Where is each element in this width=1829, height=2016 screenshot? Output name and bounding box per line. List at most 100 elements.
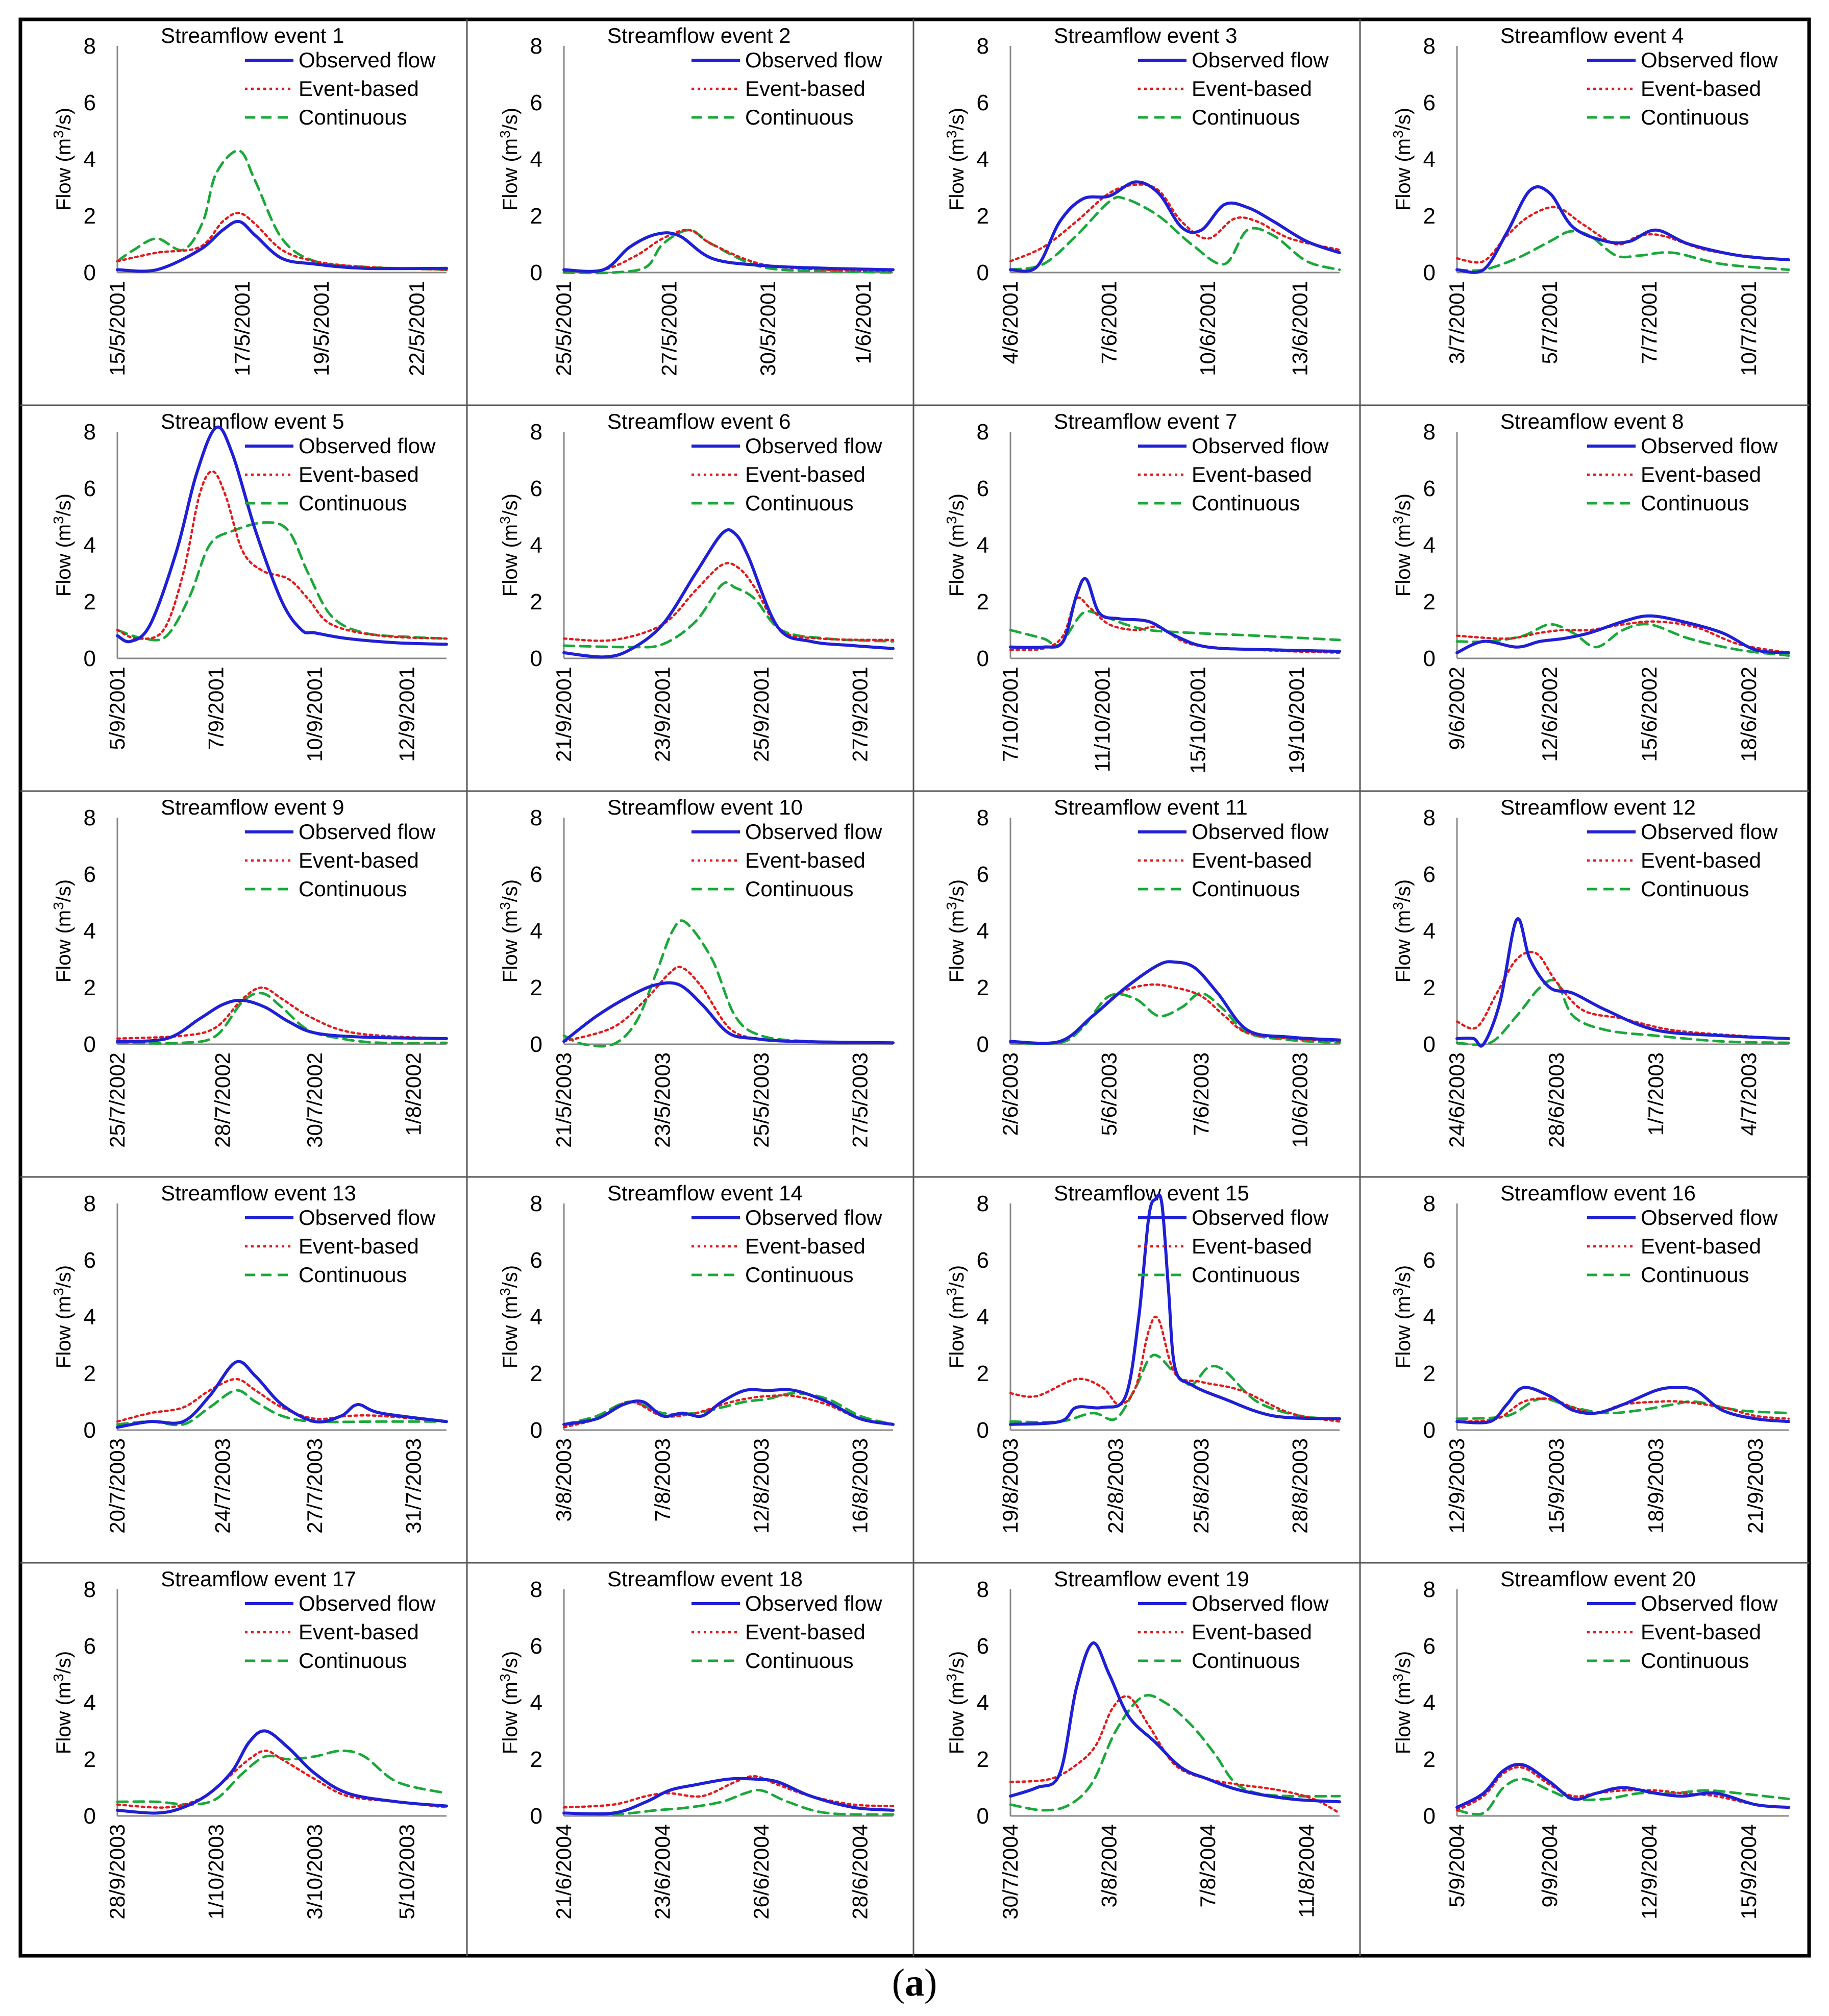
chart-title: Streamflow event 1 [161,23,344,47]
series-line-continuous [1009,1354,1341,1424]
legend-label-observed: Observed flow [1641,434,1778,458]
chart-panel-2: 0 2 4 6 8 Flow (m3/s) 25/5/2001 27/5/2001 30/5/2… [497,23,895,376]
series-line-continuous [1009,195,1341,271]
chart-panel-4: 0 2 4 6 8 Flow (m3/s) 3/7/2001 5/7/2001 7/7/2001… [1390,23,1790,376]
y-tick-label: 6 [1423,1248,1436,1273]
legend-label-continuous: Continuous [1192,1649,1300,1673]
legend-label-continuous: Continuous [1192,877,1300,901]
chart-panel-18: 0 2 4 6 8 Flow (m3/s) 21/6/2004 23/6/2004 26/6/2… [497,1567,895,1920]
series-line-observed [1455,1762,1790,1809]
y-tick-label: 6 [530,90,542,115]
legend-label-observed: Observed flow [1641,1206,1778,1230]
x-tick-label: 13/6/2001 [1288,281,1312,376]
y-tick-label: 8 [977,34,989,59]
x-tick-label: 27/9/2001 [848,667,872,762]
chart-panel-5: 0 2 4 6 8 Flow (m3/s) 5/9/2001 7/9/2001 10/9/200… [51,409,448,762]
x-tick-label: 5/9/2001 [105,667,129,750]
x-tick-label: 16/8/2003 [848,1438,872,1534]
legend-label-event: Event-based [1641,1620,1761,1644]
y-tick-label: 8 [1423,1577,1436,1602]
series-line-continuous [1009,610,1341,647]
y-tick-label: 4 [530,1690,542,1715]
legend-label-observed: Observed flow [1192,1591,1329,1615]
legend-label-event: Event-based [299,462,419,486]
legend-label-event: Event-based [299,77,419,101]
x-tick-label: 21/9/2003 [1743,1438,1767,1534]
chart-title: Streamflow event 2 [607,23,791,47]
legend-label-continuous: Continuous [299,1649,407,1673]
x-tick-label: 19/10/2001 [1284,667,1308,774]
y-tick-label: 4 [1423,1305,1436,1330]
legend-label-observed: Observed flow [745,434,882,458]
y-tick-label: 8 [84,1191,96,1216]
legend-label-continuous: Continuous [745,105,853,129]
x-tick-label: 12/9/2003 [1445,1438,1469,1534]
chart-panel-17: 0 2 4 6 8 Flow (m3/s) 28/9/2003 1/10/2003 3/10/2… [51,1567,448,1920]
x-tick-label: 15/9/2003 [1544,1438,1568,1534]
y-tick-label: 8 [977,420,989,445]
x-tick-label: 19/5/2001 [309,281,333,376]
y-tick-label: 2 [1423,975,1436,1000]
chart-title: Streamflow event 20 [1500,1567,1696,1591]
chart-title: Streamflow event 11 [1054,795,1248,819]
series-line-event [1009,1695,1341,1814]
y-tick-label: 4 [977,919,989,944]
series-line-continuous [116,521,448,642]
x-tick-label: 9/6/2002 [1445,667,1469,750]
x-tick-label: 3/8/2004 [1097,1824,1121,1908]
y-tick-label: 4 [977,533,989,558]
y-tick-label: 6 [530,476,542,501]
y-axis-label: Flow (m3/s) [944,1651,968,1754]
series-line-continuous [116,992,448,1045]
legend-label-event: Event-based [745,462,866,486]
y-axis-label: Flow (m3/s) [944,108,968,211]
x-tick-label: 1/8/2002 [402,1052,426,1136]
y-tick-label: 8 [530,1191,542,1216]
legend-label-event: Event-based [1192,77,1312,101]
y-tick-label: 4 [1423,1690,1436,1715]
y-tick-label: 4 [1423,919,1436,944]
x-tick-label: 11/8/2004 [1295,1824,1319,1918]
y-tick-label: 8 [530,420,542,445]
legend-label-observed: Observed flow [1641,820,1778,844]
x-tick-label: 31/7/2003 [402,1438,426,1534]
series-line-event [116,212,448,271]
y-tick-label: 2 [530,975,542,1000]
x-tick-label: 27/7/2003 [303,1438,327,1534]
x-tick-label: 18/9/2003 [1644,1438,1668,1534]
legend-label-event: Event-based [1641,848,1761,872]
y-tick-label: 8 [1423,420,1436,445]
y-tick-label: 0 [84,1032,96,1057]
y-axis-label: Flow (m3/s) [51,1265,75,1368]
chart-panel-12: 0 2 4 6 8 Flow (m3/s) 24/6/2003 28/6/2003 1/7/20… [1390,795,1790,1148]
x-tick-label: 20/7/2003 [105,1438,129,1534]
chart-panel-7: 0 2 4 6 8 Flow (m3/s) 7/10/2001 11/10/2001 15/10… [944,409,1341,774]
series-line-observed [562,231,895,273]
y-tick-label: 4 [84,147,96,172]
x-tick-label: 5/7/2001 [1538,281,1562,364]
chart-panel-13: 0 2 4 6 8 Flow (m3/s) 20/7/2003 24/7/2003 27/7/2… [51,1181,448,1534]
x-tick-label: 30/7/2002 [303,1052,327,1148]
x-tick-label: 28/7/2002 [210,1052,234,1148]
y-tick-label: 6 [1423,90,1436,115]
chart-panel-10: 0 2 4 6 8 Flow (m3/s) 21/5/2003 23/5/2003 25/5/2… [497,795,895,1148]
series-line-event [562,1775,895,1809]
y-axis-label: Flow (m3/s) [497,494,522,597]
y-axis-label: Flow (m3/s) [944,1265,968,1368]
y-tick-label: 8 [84,34,96,59]
series-line-continuous [1455,230,1790,272]
y-tick-label: 6 [1423,476,1436,501]
x-tick-label: 30/7/2004 [998,1824,1022,1920]
y-tick-label: 4 [977,1690,989,1715]
legend-label-continuous: Continuous [745,491,853,515]
legend-label-event: Event-based [299,1620,419,1644]
x-tick-label: 4/6/2001 [998,281,1022,364]
x-tick-label: 12/8/2003 [749,1438,773,1534]
y-tick-label: 0 [84,1804,96,1829]
legend-label-event: Event-based [1641,1234,1761,1258]
series-line-continuous [1455,623,1790,657]
x-tick-label: 4/7/2003 [1737,1052,1761,1136]
legend-label-continuous: Continuous [1641,1263,1749,1287]
x-tick-label: 7/8/2003 [651,1438,675,1522]
x-tick-label: 25/5/2003 [749,1052,773,1148]
